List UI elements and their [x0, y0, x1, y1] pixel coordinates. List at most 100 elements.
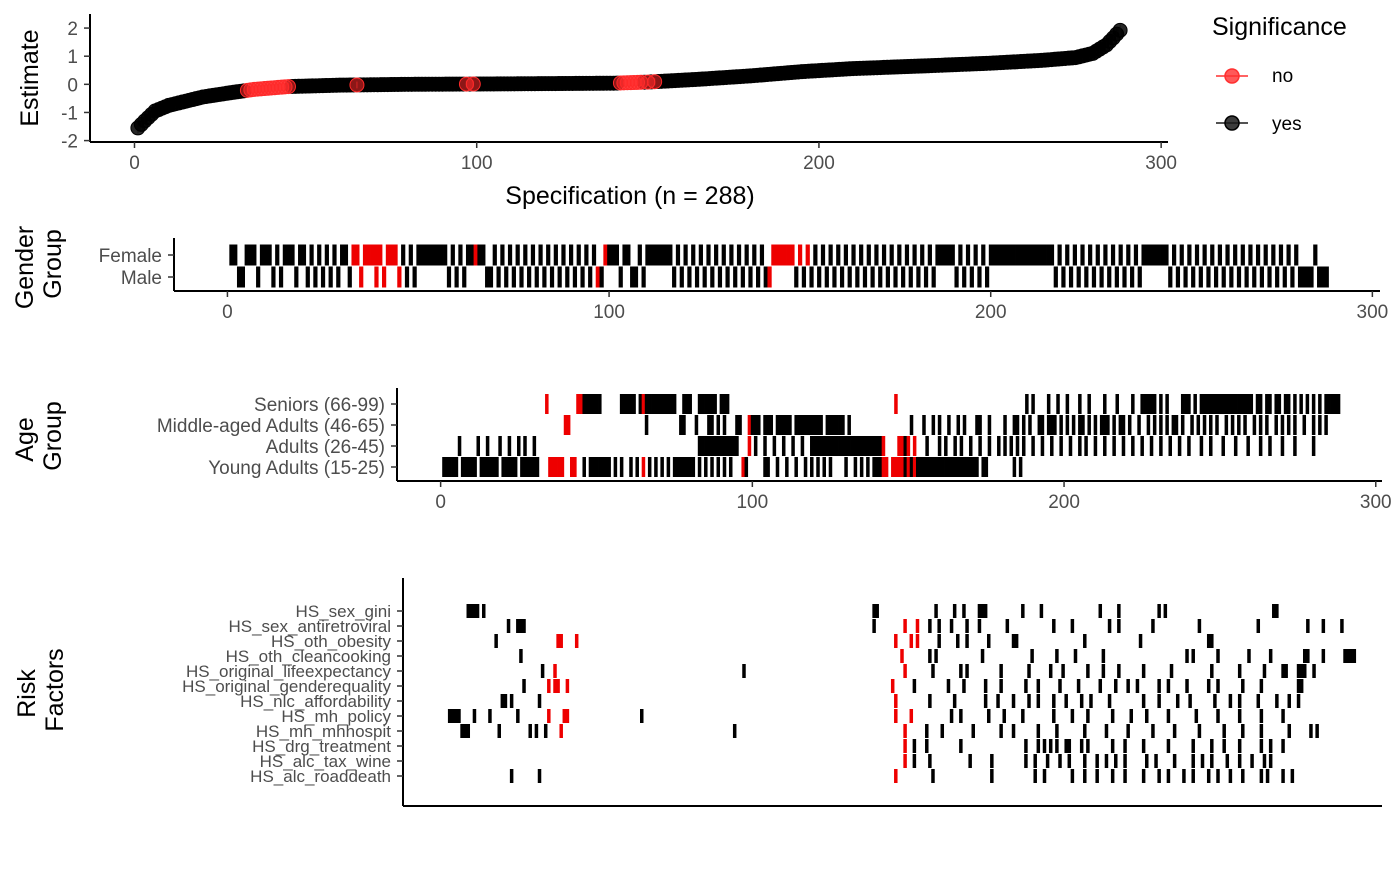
risk-tile-row11-spec-233 — [1166, 769, 1171, 783]
risk-tile-row5-spec-179 — [999, 679, 1003, 693]
risk-axis-title-line-1: Risk — [13, 669, 41, 718]
age-tile-row1-spec-284 — [1324, 415, 1328, 435]
age-tile-row2-spec-93 — [728, 436, 733, 456]
curve-x-ticks: 0 100 200 300 — [129, 142, 1177, 174]
age-tile-row2-spec-22 — [507, 436, 512, 456]
risk-tile-row0-spec-173 — [980, 604, 985, 618]
risk-tile-row9-spec-270 — [1281, 739, 1285, 753]
age-row-label-2: Adults (26-45) — [266, 437, 385, 458]
age-tile-row3-spec-11 — [473, 457, 477, 477]
age-tile-row1-spec-176 — [987, 415, 992, 435]
age-tile-row1-spec-110 — [781, 415, 786, 435]
gender-tile-row0-spec-192 — [958, 244, 963, 266]
age-tile-row0-spec-68 — [651, 394, 655, 414]
age-tile-row1-spec-192 — [1037, 415, 1042, 435]
risk-tile-row2-spec-224 — [1138, 634, 1143, 648]
risk-row-label-0: HS_sex_gini — [296, 602, 391, 621]
risk-tile-row2-spec-159 — [937, 634, 941, 648]
gender-tile-row0-spec-66 — [477, 244, 482, 266]
gender-tile-row1-spec-109 — [641, 266, 646, 288]
risk-tile-row8-spec-251 — [1222, 724, 1226, 738]
curve-y-tick-label-2: 2 — [67, 19, 78, 40]
risk-tile-row8-spec-17 — [497, 724, 501, 738]
age-tile-row1-spec-205 — [1078, 415, 1082, 435]
gender-tile-row0-spec-2 — [233, 244, 238, 266]
age-tile-row2-spec-202 — [1068, 436, 1073, 456]
risk-tile-row6-spec-230 — [1157, 694, 1161, 708]
gender-tile-row0-spec-59 — [450, 244, 455, 266]
age-tile-row3-spec-79 — [685, 457, 689, 477]
risk-tile-row4-spec-212 — [1101, 664, 1106, 678]
risk-tile-row5-spec-216 — [1114, 679, 1118, 693]
age-tile-row3-spec-89 — [716, 457, 721, 477]
gender-tile-row1-spec-137 — [748, 266, 753, 288]
gender-tile-row0-spec-140 — [759, 244, 765, 266]
age-tile-row3-spec-13 — [479, 457, 484, 477]
age-tile-row3-spec-7 — [460, 457, 465, 477]
age-x-tick-label-100: 100 — [736, 492, 768, 513]
age-tile-row3-spec-83 — [697, 457, 702, 477]
risk-tile-row8-spec-7 — [466, 724, 471, 738]
age-tile-row0-spec-255 — [1233, 394, 1238, 414]
age-tile-row0-spec-67 — [647, 394, 652, 414]
risk-tile-row6-spec-178 — [996, 694, 1000, 708]
risk-tile-row9-spec-233 — [1166, 739, 1171, 753]
age-tile-row1-spec-82 — [694, 415, 699, 435]
gender-tile-row1-spec-107 — [633, 266, 639, 288]
age-tile-row0-spec-69 — [654, 394, 658, 414]
gender-tile-row1-spec-185 — [931, 266, 936, 288]
age-tile-row3-spec-155 — [922, 457, 926, 477]
age-tile-row0-spec-50 — [594, 394, 599, 414]
age-tile-row3-spec-156 — [925, 457, 929, 477]
age-x-ticks: 0 100 200 300 — [435, 481, 1392, 513]
gender-tile-row1-spec-165 — [855, 266, 860, 288]
risk-tile-row8-spec-191 — [1036, 724, 1041, 738]
gender-tile-row1-spec-283 — [1305, 266, 1310, 288]
age-tile-row1-spec-196 — [1050, 415, 1054, 435]
gender-tile-row0-spec-143 — [771, 244, 776, 266]
risk-tile-row4-spec-179 — [999, 664, 1003, 678]
age-tile-row1-spec-249 — [1215, 415, 1219, 435]
age-tile-row3-spec-87 — [710, 457, 714, 477]
age-tile-row2-spec-237 — [1177, 436, 1182, 456]
age-tile-row0-spec-257 — [1240, 394, 1244, 414]
age-tile-row2-spec-15 — [485, 436, 490, 456]
risk-tile-row10-spec-210 — [1095, 754, 1099, 768]
gender-tile-row0-spec-207 — [1015, 244, 1020, 266]
risk-tile-row10-spec-176 — [990, 754, 994, 768]
risk-tile-row0-spec-12 — [482, 604, 486, 618]
gender-tile-row1-spec-275 — [1275, 266, 1280, 288]
age-tile-row0-spec-245 — [1202, 394, 1207, 414]
age-tile-row0-spec-265 — [1265, 394, 1269, 414]
age-tile-row2-spec-84 — [700, 436, 705, 456]
age-tile-row3-spec-153 — [915, 457, 920, 477]
age-tile-row2-spec-210 — [1093, 436, 1098, 456]
risk-tile-row2-spec-36 — [556, 634, 560, 648]
gender-tile-row0-spec-19 — [298, 244, 303, 266]
risk-tile-row6-spec-191 — [1036, 694, 1041, 708]
risk-tile-row1-spec-243 — [1197, 619, 1202, 633]
gender-tile-row0-spec-80 — [530, 244, 536, 266]
risk-tile-row8-spec-170 — [971, 724, 975, 738]
gender-tile-row1-spec-95 — [588, 266, 593, 288]
gender-tile-row1-spec-191 — [954, 266, 959, 288]
risk-tile-row0-spec-232 — [1163, 604, 1168, 618]
gender-tile-row1-spec-68 — [485, 266, 490, 288]
gender-tile-row1-spec-75 — [511, 266, 516, 288]
age-tile-row2-spec-187 — [1021, 436, 1026, 456]
risk-tile-row8-spec-5 — [460, 724, 464, 738]
age-tile-row3-spec-76 — [675, 457, 680, 477]
estimate-point-spec-45 — [280, 79, 296, 95]
risk-tile-row0-spec-164 — [952, 604, 957, 618]
gender-tile-row1-spec-273 — [1267, 266, 1272, 288]
age-tile-row3-spec-53 — [604, 457, 608, 477]
age-tile-row3-spec-52 — [601, 457, 605, 477]
gender-tile-row0-spec-201 — [992, 244, 997, 266]
age-tile-row1-spec-241 — [1190, 415, 1194, 435]
gender-tile-row0-spec-160 — [836, 244, 841, 266]
age-tile-row2-spec-30 — [532, 436, 537, 456]
risk-tile-row4-spec-207 — [1086, 664, 1090, 678]
risk-row-label-4: HS_original_lifeexpectancy — [186, 662, 392, 681]
gender-tile-row0-spec-190 — [950, 244, 955, 266]
